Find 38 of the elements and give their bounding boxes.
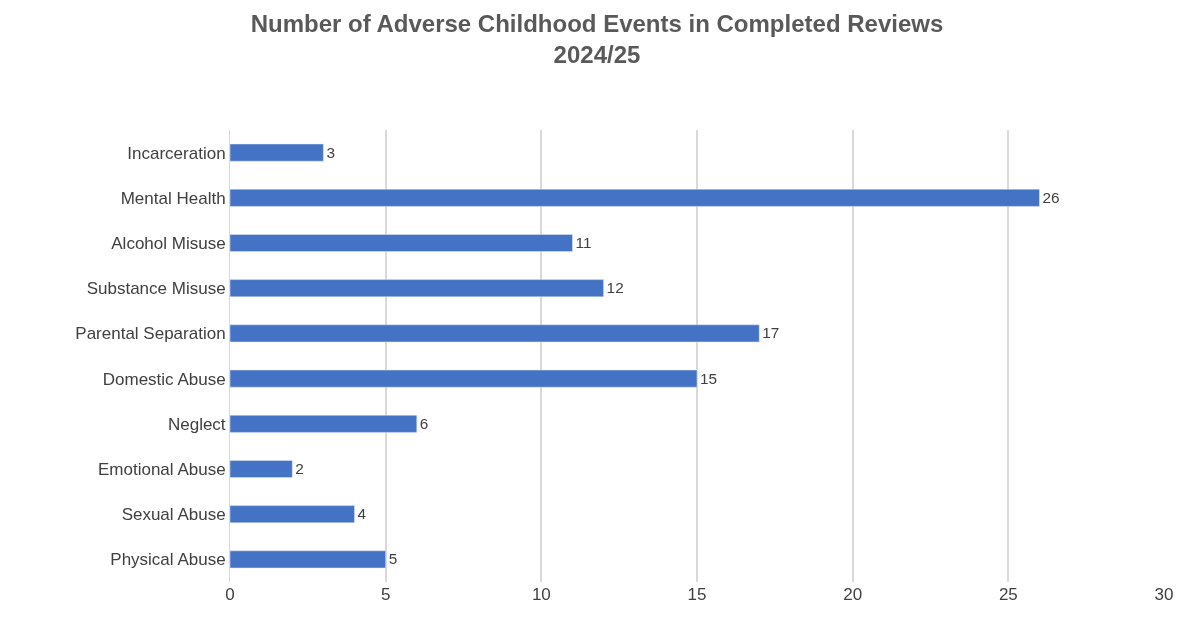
y-tick-label: Sexual Abuse (121, 505, 226, 525)
bar (230, 324, 760, 343)
y-tick-label: Domestic Abuse (102, 369, 226, 389)
data-label: 2 (295, 459, 304, 477)
x-tick-label: 30 (1154, 585, 1174, 604)
x-tick-label: 5 (380, 585, 391, 604)
bar (230, 188, 1040, 207)
y-tick-label: Emotional Abuse (98, 459, 226, 479)
y-tick-label: Mental Health (120, 188, 226, 208)
bar (230, 460, 293, 478)
y-tick-label: Parental Separation (75, 324, 226, 344)
bar (230, 234, 573, 252)
y-tick-label: Neglect (167, 414, 226, 434)
data-label: 6 (419, 414, 429, 432)
bar (230, 414, 418, 433)
x-tick-label: 0 (225, 585, 235, 604)
data-label: 4 (357, 505, 367, 523)
y-tick-label: Substance Misuse (86, 279, 226, 299)
data-label: 17 (762, 324, 780, 342)
data-label: 3 (326, 143, 335, 161)
bar (230, 550, 386, 569)
data-label: 26 (1042, 188, 1060, 206)
x-tick-label: 20 (843, 585, 863, 604)
data-label: 5 (388, 550, 398, 568)
data-label: 15 (700, 369, 718, 387)
y-tick-label: Alcohol Misuse (111, 233, 226, 253)
x-tick-label: 25 (998, 585, 1018, 604)
bar (230, 143, 324, 162)
bar (230, 505, 355, 524)
y-tick-label: Incarceration (127, 143, 226, 163)
chart-title: Number of Adverse Childhood Events in Completed Reviews 2024/25 (250, 9, 944, 68)
bar (230, 369, 698, 388)
x-tick-label: 15 (687, 585, 707, 604)
y-tick-label: Physical Abuse (110, 550, 226, 570)
x-tick-label: 10 (531, 585, 551, 604)
bar (230, 279, 604, 298)
data-label: 11 (575, 233, 592, 251)
data-label: 12 (606, 279, 624, 297)
